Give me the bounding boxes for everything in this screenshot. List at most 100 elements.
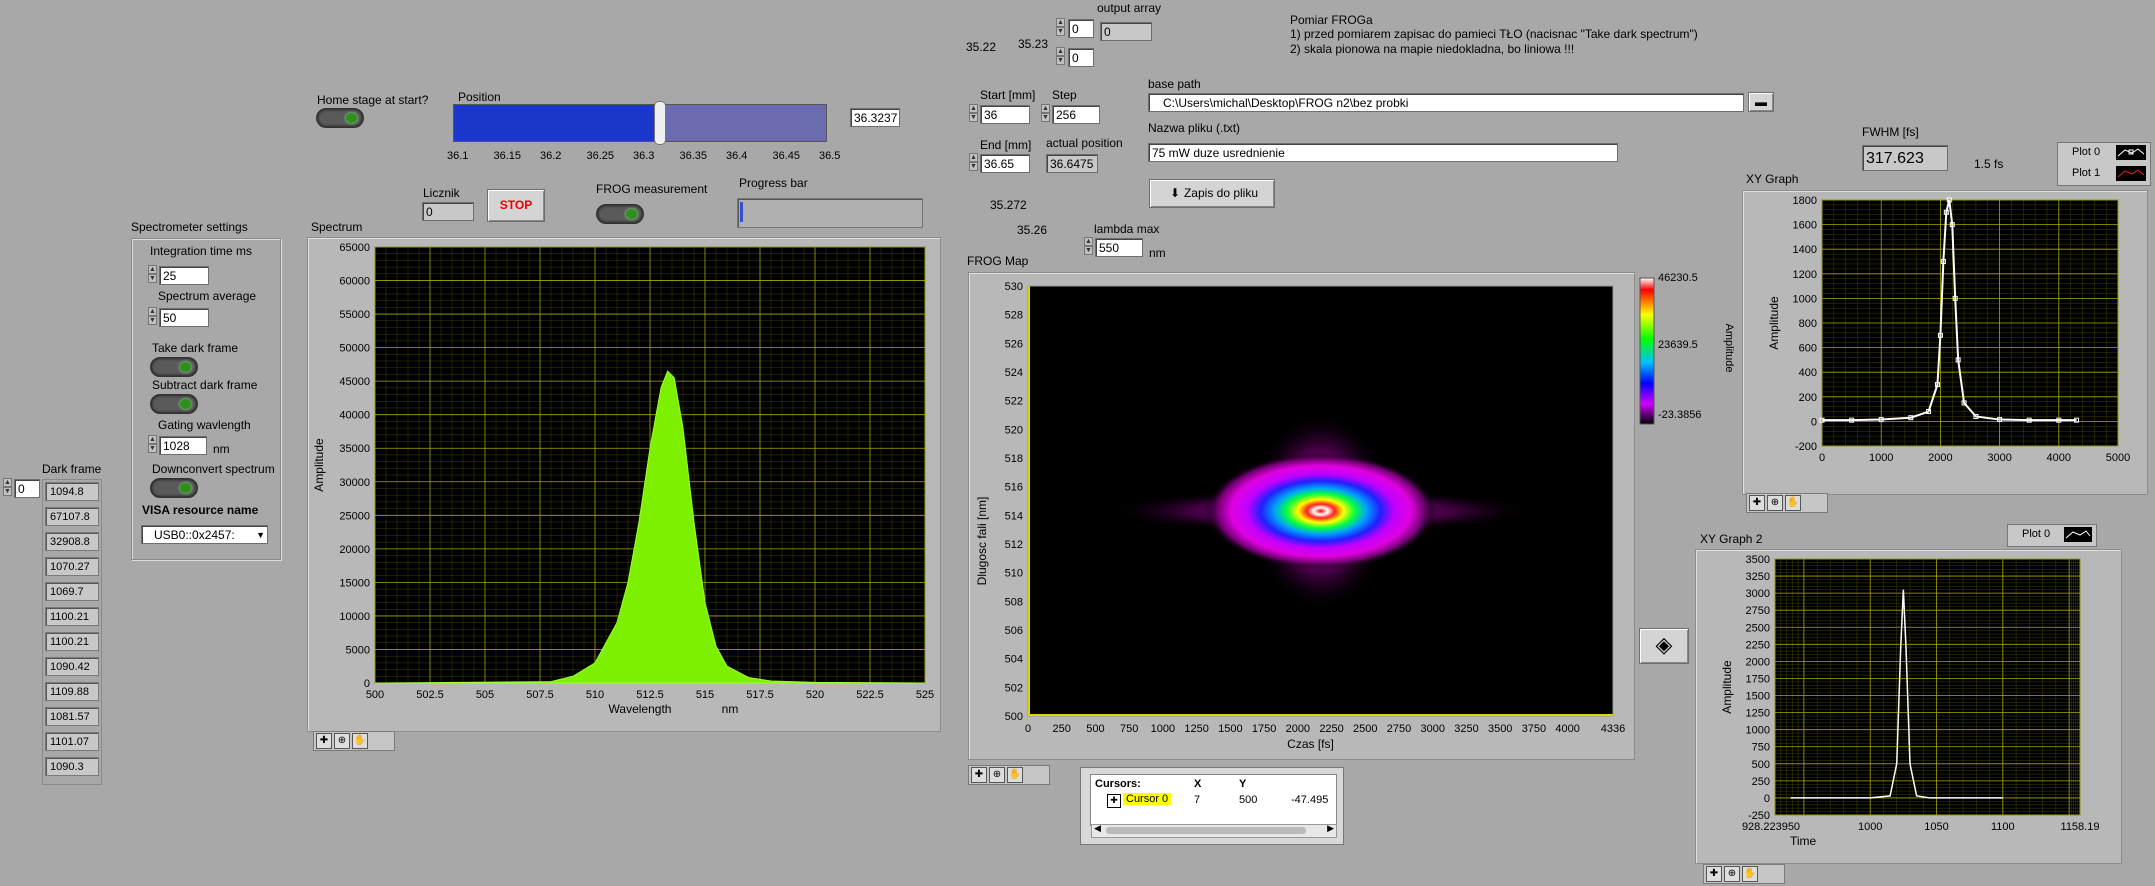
legend-plot-0-swatch[interactable] [2116, 145, 2146, 160]
spectrum-average-label: Spectrum average [158, 289, 257, 303]
gating-wavelength-spinner[interactable]: ▲ ▼ [148, 435, 157, 453]
xy-graph-chart[interactable]: 0 1000 2000 3000 4000 5000-200020040060080010… [1742, 190, 2146, 493]
zoom-icon[interactable]: ⊕ [1724, 866, 1740, 882]
dark-frame-index[interactable]: 0 [14, 479, 40, 498]
x-tick-label-left: 928.223950 [1742, 821, 1800, 833]
position-slider[interactable] [453, 101, 827, 145]
spectrum-graph-toolbar[interactable]: ✚ ⊕ ✋ [313, 731, 395, 751]
frog-map-chart[interactable]: 0 250 500 750 1000 1250 1500 1750 2000 2250 2500 27… [968, 272, 1738, 758]
end-input[interactable]: 36.65 [980, 154, 1030, 173]
legend-plot-1-swatch[interactable] [2116, 166, 2146, 181]
pan-hand-icon[interactable]: ✋ [1742, 866, 1758, 882]
downconvert-spectrum-toggle[interactable] [150, 478, 198, 498]
position-slider-thumb[interactable] [653, 101, 666, 145]
start-input[interactable]: 36 [980, 105, 1030, 124]
xy-graph-title: XY Graph [1746, 172, 1799, 186]
lambda-max-input[interactable]: 550 [1095, 238, 1143, 257]
zoom-icon[interactable]: ⊕ [989, 767, 1005, 783]
downconvert-spectrum-label: Downconvert spectrum [152, 462, 275, 476]
y-tick-label: 2000 [1746, 656, 1770, 668]
dark-frame-index-spinner[interactable]: ▲ ▼ [3, 478, 12, 496]
y-tick-label: 3000 [1746, 588, 1770, 600]
xy-graph-legend[interactable]: Plot 0 Plot 1 [2057, 142, 2151, 186]
dark-frame-element: 1100.21 [45, 607, 99, 626]
spectrum-average-spinner[interactable]: ▲ ▼ [148, 307, 157, 325]
home-stage-toggle[interactable] [316, 108, 364, 128]
y-tick-label: 506 [1005, 625, 1023, 637]
readout-35-272: 35.272 [990, 198, 1027, 212]
xy-graph-2-legend[interactable]: Plot 0 [2007, 524, 2097, 547]
cursor-move-icon[interactable]: ✚ [1706, 866, 1722, 882]
y-tick-label: 1000 [1746, 725, 1770, 737]
frog-map-toolbar[interactable]: ✚ ⊕ ✋ [968, 765, 1050, 785]
legend2-plot-0-swatch[interactable] [2064, 527, 2092, 542]
colorbar [1639, 277, 1655, 425]
start-spinner[interactable]: ▲ ▼ [969, 104, 978, 122]
cursor-name[interactable]: Cursor 0 [1123, 793, 1172, 805]
spectrum-area [374, 370, 926, 684]
y-tick-label: 1000 [1793, 293, 1817, 305]
xy-plot-0-point [1946, 197, 1952, 203]
save-to-file-button[interactable]: ⬇ Zapis do pliku [1149, 179, 1275, 208]
step-input[interactable]: 256 [1052, 105, 1100, 124]
pan-hand-icon[interactable]: ✋ [1785, 495, 1801, 511]
browse-folder-button[interactable]: ▬ [1748, 92, 1774, 112]
position-tick-label: 36.3 [633, 150, 655, 162]
output-array-index-1[interactable]: 0 [1068, 19, 1094, 38]
y-tick-label: 512 [1005, 539, 1023, 551]
zoom-icon[interactable]: ⊕ [334, 733, 350, 749]
notes-title: Pomiar FROGa [1290, 13, 1373, 27]
output-array-index-2[interactable]: 0 [1068, 48, 1094, 67]
xy-graph-toolbar[interactable]: ✚ ⊕ ✋ [1746, 493, 1828, 513]
pan-hand-icon[interactable]: ✋ [1007, 767, 1023, 783]
subtract-dark-frame-toggle[interactable] [150, 394, 198, 414]
zoom-icon[interactable]: ⊕ [1767, 495, 1783, 511]
xy-graph-2-toolbar[interactable]: ✚ ⊕ ✋ [1703, 864, 1785, 884]
x-tick-label: 1000 [1151, 723, 1175, 735]
gating-wavelength-input[interactable]: 1028 [159, 436, 207, 455]
scroll-right-icon[interactable]: ▶ [1327, 823, 1334, 833]
y-tick-label: 516 [1005, 482, 1023, 494]
step-spinner[interactable]: ▲ ▼ [1041, 104, 1050, 122]
cursor-mover-button[interactable]: ◈ [1639, 628, 1689, 664]
lambda-max-spinner[interactable]: ▲ ▼ [1084, 237, 1093, 255]
scroll-thumb[interactable] [1106, 827, 1306, 834]
visa-resource-select[interactable]: USB0::0x2457: ▼ [141, 525, 268, 544]
y-tick-label: 0 [1811, 416, 1817, 428]
home-stage-label: Home stage at start? [317, 93, 429, 107]
index-spinner-1[interactable]: ▲ ▼ [1056, 18, 1065, 36]
pan-hand-icon[interactable]: ✋ [352, 733, 368, 749]
scroll-left-icon[interactable]: ◀ [1094, 823, 1101, 833]
output-array-value: 0 [1100, 22, 1152, 41]
progress-bar [737, 198, 923, 228]
cursor-move-icon[interactable]: ✚ [1749, 495, 1765, 511]
cursor-legend-scrollbar[interactable]: ◀ ▶ [1091, 823, 1337, 838]
stop-button[interactable]: STOP [487, 189, 545, 222]
x-tick-label: 515 [696, 689, 714, 701]
spectrum-average-input[interactable]: 50 [159, 308, 209, 327]
end-spinner[interactable]: ▲ ▼ [969, 153, 978, 171]
spectrum-chart[interactable]: 500 502.5 505 507.5 510 512.5 515 517.5 520 522.5… [307, 237, 939, 730]
xy-graph-2-chart[interactable]: 1000 1050 1100 -250 0 250 500 750 1000 1250 1500 17… [1695, 549, 2120, 862]
fwhm-label: FWHM [fs] [1862, 125, 1919, 139]
y-tick-label: 1400 [1793, 244, 1817, 256]
y-tick-label: 502 [1005, 682, 1023, 694]
x-tick-label: 4336 [1601, 723, 1625, 735]
crosshair-icon[interactable]: ✚ [1107, 794, 1121, 808]
base-path-input[interactable]: C:\Users\michal\Desktop\FROG n2\bez prob… [1148, 93, 1744, 112]
dark-frame-element: 1109.88 [45, 682, 99, 701]
y-tick-label: 25000 [339, 510, 370, 522]
position-tick-label: 36.1 [447, 150, 469, 162]
x-axis-unit: nm [722, 702, 739, 716]
file-name-input[interactable]: 75 mW duze usrednienie [1148, 143, 1618, 162]
take-dark-frame-toggle[interactable] [150, 357, 198, 377]
index-spinner-2[interactable]: ▲ ▼ [1056, 47, 1065, 65]
integration-time-input[interactable]: 25 [159, 266, 209, 285]
frog-measurement-toggle[interactable] [596, 204, 644, 224]
chevron-down-icon[interactable]: ▼ [256, 530, 265, 540]
cursor-move-icon[interactable]: ✚ [971, 767, 987, 783]
cursor-move-icon[interactable]: ✚ [316, 733, 332, 749]
y-tick-label: 1800 [1793, 195, 1817, 207]
y-tick-label: 1750 [1746, 673, 1770, 685]
integration-time-spinner[interactable]: ▲ ▼ [148, 265, 157, 283]
